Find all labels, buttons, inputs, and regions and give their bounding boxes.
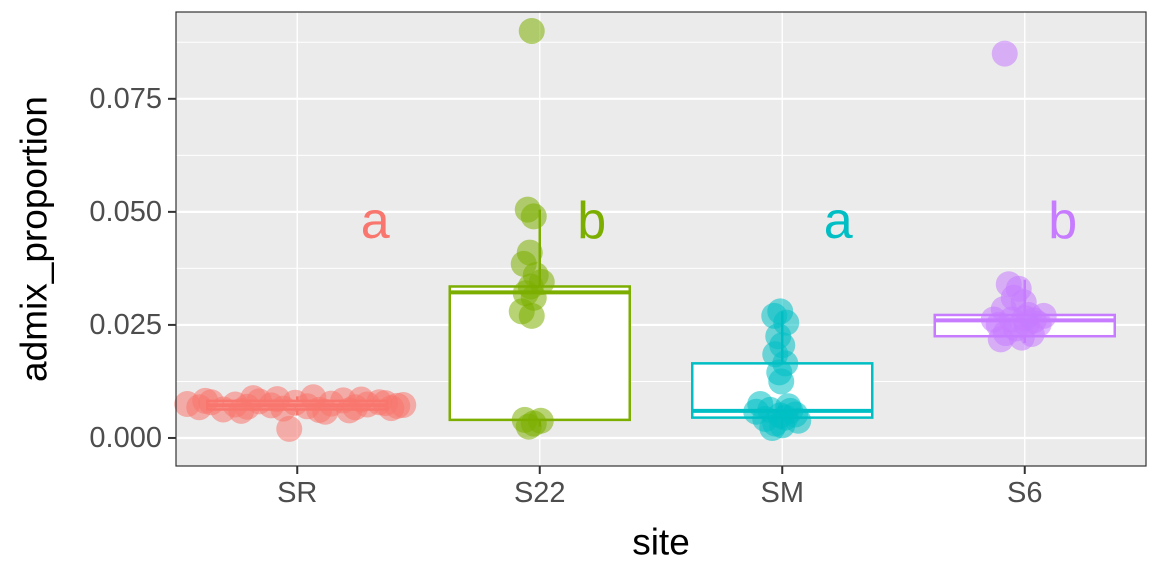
jitter-point	[1011, 305, 1038, 332]
jitter-point	[520, 203, 547, 230]
y-axis-title: admix_proportion	[14, 96, 55, 382]
jitter-point	[348, 386, 375, 413]
jitter-point	[768, 368, 795, 395]
x-tick-label: S22	[514, 477, 566, 509]
x-tick-label: SM	[761, 477, 805, 509]
significance-letter: a	[824, 192, 853, 250]
significance-letter: b	[577, 192, 606, 250]
jitter-point	[743, 398, 770, 425]
jitter-point	[1030, 302, 1057, 329]
jitter-point	[276, 415, 303, 442]
jitter-point	[991, 40, 1018, 67]
jitter-point	[384, 392, 411, 419]
jitter-point	[785, 407, 812, 434]
jitter-point	[240, 385, 267, 412]
jitter-point	[312, 398, 339, 425]
jitter-point	[980, 306, 1007, 333]
panel-border	[175, 11, 1147, 467]
jitter-point	[987, 326, 1014, 353]
y-tick-label: 0.000	[89, 422, 162, 454]
x-tick-label: S6	[1007, 477, 1042, 509]
significance-letter: b	[1048, 192, 1077, 250]
y-tick-label: 0.050	[89, 196, 162, 228]
significance-letter: a	[361, 192, 390, 250]
jitter-point	[518, 302, 545, 329]
jitter-point	[518, 17, 545, 44]
jitter-point	[527, 407, 554, 434]
y-tick-label: 0.025	[89, 309, 162, 341]
x-tick-label: SR	[277, 477, 317, 509]
jitter-point	[264, 386, 291, 413]
x-axis-title: site	[632, 521, 690, 562]
y-tick-label: 0.075	[89, 83, 162, 115]
jitter-point	[192, 387, 219, 414]
